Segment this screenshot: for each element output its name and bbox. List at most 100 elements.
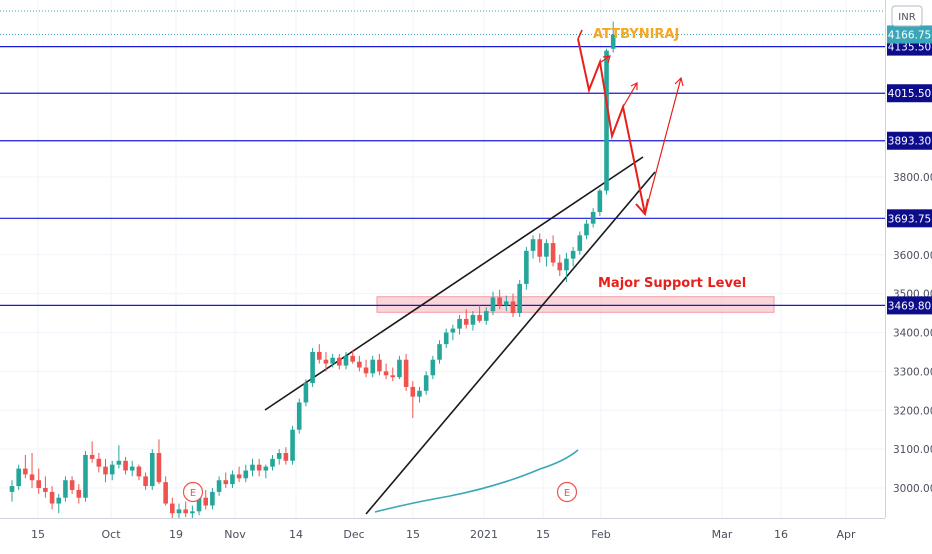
grid-lines (0, 0, 885, 518)
candle-body (537, 239, 543, 257)
candle-body (524, 250, 529, 284)
candle-body (156, 453, 162, 483)
x-tick-label: 19 (169, 528, 183, 541)
candle-body (570, 250, 576, 259)
candle-body (163, 482, 168, 504)
candle-body (296, 402, 302, 430)
wedge-trendlines[interactable] (264, 156, 656, 515)
candle-body (283, 453, 289, 461)
moving-average (374, 449, 579, 513)
candle-body (123, 460, 128, 471)
x-tick-label: Oct (101, 528, 121, 541)
alt-projection-path-2[interactable] (622, 82, 638, 108)
author-label: ATTBYNIRAJ (593, 27, 679, 42)
earnings-marker-2[interactable]: E (556, 481, 578, 503)
candle-body (530, 239, 536, 251)
candle-body (9, 486, 15, 492)
candle-body (463, 318, 469, 325)
candle-body (223, 480, 229, 485)
level-price-label: 3893.30 (888, 136, 931, 148)
candle-body (357, 361, 362, 368)
alt-projection-path-3[interactable] (644, 77, 682, 215)
x-tick-label: 2021 (470, 528, 498, 541)
y-tick-label: 3800.00 (893, 172, 932, 184)
candle-body (303, 383, 309, 403)
alt-projection-arrowhead-3 (674, 76, 684, 87)
candle-body (276, 453, 282, 459)
candle-body (203, 497, 209, 506)
earnings-marker-label: E (564, 488, 570, 499)
candle-body (323, 359, 329, 364)
y-axis-ticks: 3000.003100.003200.003300.003400.003500.… (893, 172, 932, 495)
candle-body (610, 34, 616, 49)
candle-body (557, 262, 563, 271)
candle-body (230, 474, 235, 485)
projection-arrows[interactable] (577, 29, 684, 217)
candle-body (483, 311, 489, 321)
candle-body (76, 489, 82, 498)
spike-marker (577, 29, 583, 40)
candle-body (510, 301, 516, 314)
candle-body (236, 474, 242, 479)
alt-projection-arrowhead-1 (602, 55, 611, 64)
candle-body (270, 458, 275, 467)
candle-body (129, 466, 135, 471)
candles (9, 21, 616, 518)
candle-body (29, 474, 35, 481)
candle-body (477, 315, 482, 321)
candle-body (377, 359, 382, 372)
y-tick-label: 3200.00 (893, 405, 932, 417)
candle-body (190, 511, 195, 514)
candle-body (457, 318, 462, 329)
currency-badge[interactable]: INR (891, 5, 923, 27)
candle-body (497, 297, 502, 306)
candle-body (210, 491, 215, 506)
axes (0, 0, 886, 519)
candle-body (103, 466, 108, 475)
candle-body (450, 328, 456, 333)
candle-body (256, 464, 262, 471)
candle-body (83, 454, 88, 498)
candle-body (170, 503, 175, 514)
candle-body (49, 491, 55, 504)
level-price-tag (887, 296, 932, 315)
candle-body (437, 344, 442, 360)
candle-body (116, 460, 122, 465)
candle-body (590, 212, 596, 224)
level-lines[interactable] (0, 10, 885, 306)
last-price-tag (887, 25, 932, 44)
x-tick-label: Apr (836, 528, 856, 541)
candle-body (23, 468, 28, 475)
x-tick-label: 14 (289, 528, 303, 541)
x-axis-ticks: 15 Oct 19 Nov 14 Dec 15 2021 15 Feb Mar 16 Apr (31, 528, 856, 541)
candle-body (504, 301, 509, 306)
candle-body (250, 464, 255, 471)
candle-body (69, 480, 75, 490)
candle-body (550, 243, 556, 263)
candle-body (330, 357, 335, 364)
y-tick-label: 3600.00 (893, 250, 932, 262)
level-price-label: 3469.80 (888, 300, 931, 312)
candle-body (397, 359, 402, 378)
support-annotation: Major Support Level (598, 276, 746, 291)
earnings-marker-1[interactable]: E (182, 481, 204, 503)
x-tick-label: Dec (343, 528, 364, 541)
lower-trendline[interactable] (365, 171, 656, 515)
candle-body (443, 332, 449, 345)
alt-projection-path-1[interactable] (600, 55, 611, 63)
candle-body (417, 390, 422, 397)
x-tick-label: 15 (31, 528, 45, 541)
candle-body (564, 258, 569, 271)
x-tick-label: Nov (224, 528, 246, 541)
main-projection-path[interactable] (577, 38, 646, 215)
candle-body (423, 375, 429, 391)
candle-body (343, 355, 349, 366)
level-price-tag (887, 131, 932, 150)
upper-trendline[interactable] (264, 156, 644, 411)
price-labels: 4135.50 4015.50 3893.30 3693.75 3469.80 4166.… (887, 25, 932, 315)
x-tick-label: 15 (406, 528, 420, 541)
candle-body (544, 243, 549, 257)
last-price-label: 4166.75 (888, 29, 931, 41)
candle-body (183, 509, 188, 514)
